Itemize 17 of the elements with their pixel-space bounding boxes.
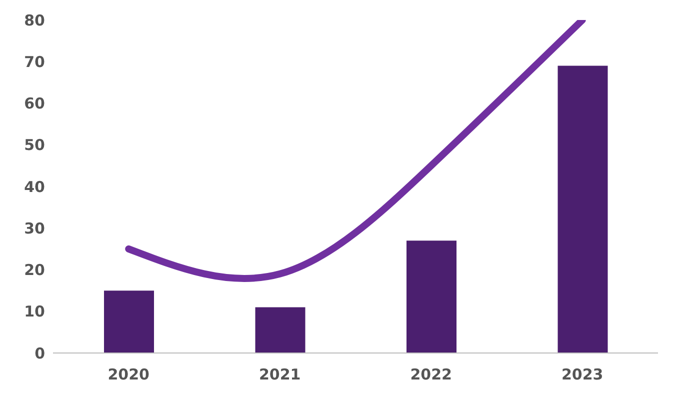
y-tick-label: 40	[24, 178, 45, 196]
bar	[558, 66, 608, 353]
x-tick-label: 2023	[562, 366, 604, 384]
bar	[255, 307, 306, 353]
y-tick-label: 10	[24, 302, 45, 321]
bar	[104, 290, 154, 353]
x-tick-label: 2021	[259, 366, 301, 384]
y-tick-label: 20	[24, 261, 45, 280]
y-tick-label: 30	[24, 219, 45, 238]
y-tick-label: 80	[24, 11, 45, 30]
y-tick-label: 60	[24, 94, 45, 113]
y-tick-label: 0	[34, 344, 45, 362]
y-tick-label: 50	[24, 136, 45, 154]
x-tick-label: 2022	[410, 366, 452, 384]
y-tick-label: 70	[24, 52, 45, 71]
x-tick-label: 2020	[108, 366, 150, 384]
bar	[406, 240, 456, 353]
